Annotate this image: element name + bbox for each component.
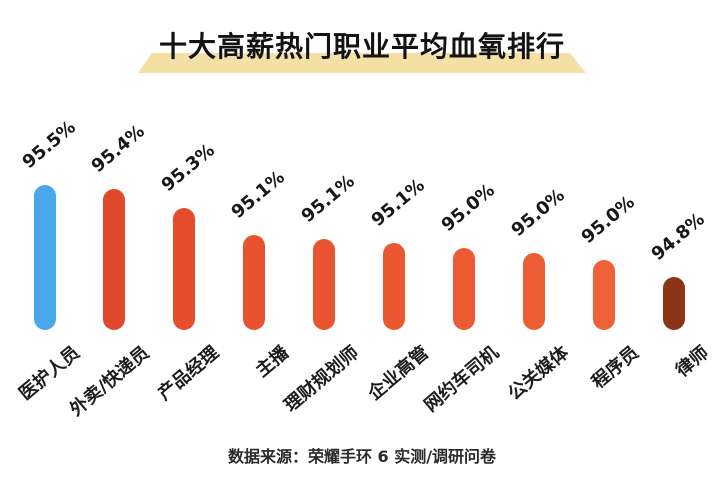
value-label-8: 95.0%	[507, 184, 569, 241]
value-label-2: 95.4%	[87, 120, 150, 177]
bar-chart: 95.5% 医护人员 95.4% 外卖/快递员 95.3% 产品经理 95.1% 主播 95.1…	[0, 116, 724, 430]
bar-4	[243, 235, 266, 330]
value-label-3: 95.3%	[157, 139, 220, 196]
chart-title: 十大高薪热门职业平均血氧排行	[158, 30, 565, 63]
value-label-10: 94.8%	[647, 208, 709, 265]
category-label-6: 企业高管	[364, 342, 433, 405]
category-label-1: 医护人员	[14, 342, 84, 405]
data-source-note: 数据来源：荣耀手环 6 实测/调研问卷	[227, 447, 497, 466]
title-highlight-bar	[138, 53, 586, 73]
category-label-4: 主播	[251, 342, 294, 382]
bar-3	[173, 208, 196, 330]
bar-5	[313, 239, 336, 330]
value-label-5: 95.1%	[297, 170, 359, 227]
category-label-5: 理财规划师	[280, 342, 363, 417]
bar-10	[662, 277, 685, 330]
chart-title-block: 十大高薪热门职业平均血氧排行	[0, 0, 724, 110]
bar-9	[592, 260, 615, 330]
bar-1	[33, 185, 56, 330]
value-label-7: 95.0%	[437, 179, 499, 236]
value-label-9: 95.0%	[577, 191, 639, 248]
bar-8	[522, 253, 545, 330]
bar-6	[383, 243, 405, 330]
value-label-1: 95.5%	[18, 116, 80, 173]
bar-2	[103, 189, 126, 330]
category-label-3: 产品经理	[154, 342, 224, 405]
category-label-7: 网约车司机	[420, 342, 503, 417]
value-label-6: 95.1%	[367, 174, 429, 231]
value-label-4: 95.1%	[227, 166, 290, 223]
category-label-8: 公关媒体	[504, 342, 573, 405]
category-label-9: 程序员	[587, 342, 643, 394]
bar-7	[452, 248, 475, 330]
category-label-10: 律师	[671, 342, 713, 382]
